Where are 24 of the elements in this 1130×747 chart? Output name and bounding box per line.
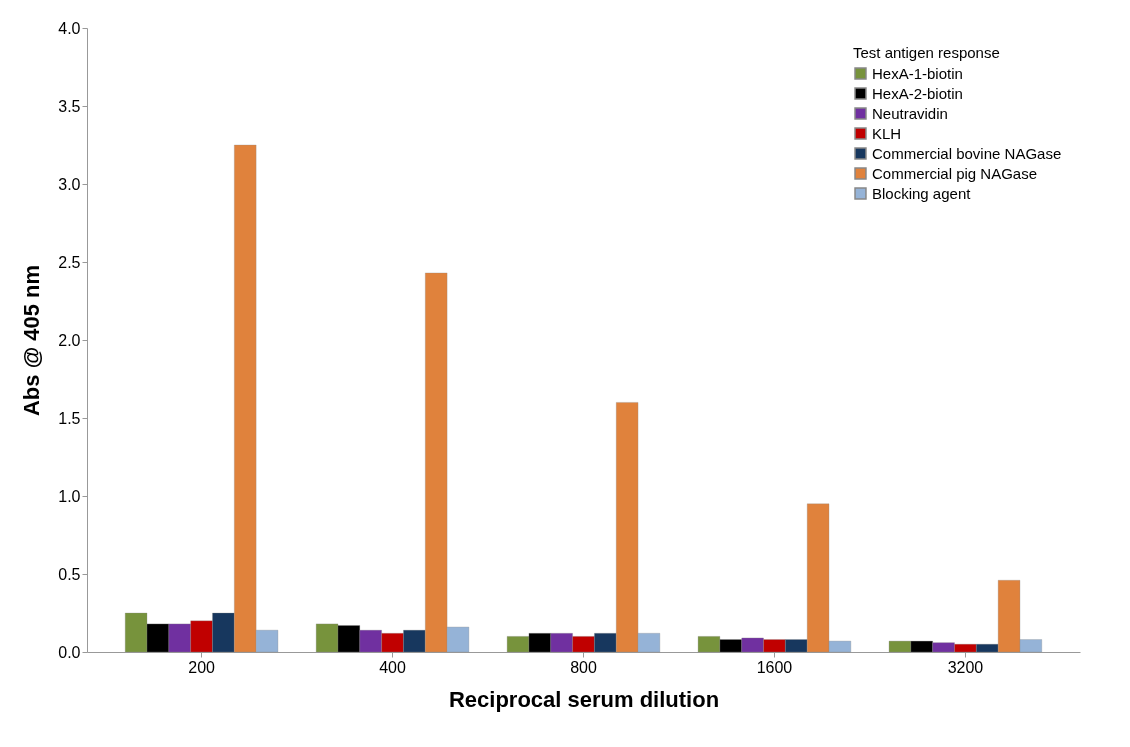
y-tick-label: 2.5 <box>58 253 81 271</box>
x-tick-label: 800 <box>570 658 597 676</box>
y-axis-title: Abs @ 405 nm <box>19 264 45 417</box>
x-tick-label: 3200 <box>947 658 984 676</box>
legend-label: Neutravidin <box>872 104 948 122</box>
legend-title: Test antigen response <box>853 44 1000 61</box>
y-tick-label: 2.0 <box>58 331 81 349</box>
y-tick-label: 3.0 <box>58 175 81 193</box>
x-tick-label: 1600 <box>756 658 793 676</box>
y-tick-label: 3.5 <box>58 97 81 115</box>
legend-label: HexA-1-biotin <box>872 64 963 82</box>
y-tick-label: 0.5 <box>58 565 81 583</box>
legend-label: Blocking agent <box>872 184 972 202</box>
y-tick-label: 4.0 <box>58 19 81 37</box>
legend-label: KLH <box>872 124 902 142</box>
y-tick-label: 1.5 <box>58 409 81 427</box>
legend-label: Commercial pig NAGase <box>872 164 1038 182</box>
legend-label: HexA-2-biotin <box>872 84 963 102</box>
x-axis-title: Reciprocal serum dilution <box>448 686 720 712</box>
legend-label: Commercial bovine NAGase <box>872 144 1062 162</box>
x-tick-label: 400 <box>379 658 406 676</box>
y-tick-label: 1.0 <box>58 487 81 505</box>
x-tick-label: 200 <box>188 658 216 676</box>
y-tick-label: 0.0 <box>58 643 81 661</box>
